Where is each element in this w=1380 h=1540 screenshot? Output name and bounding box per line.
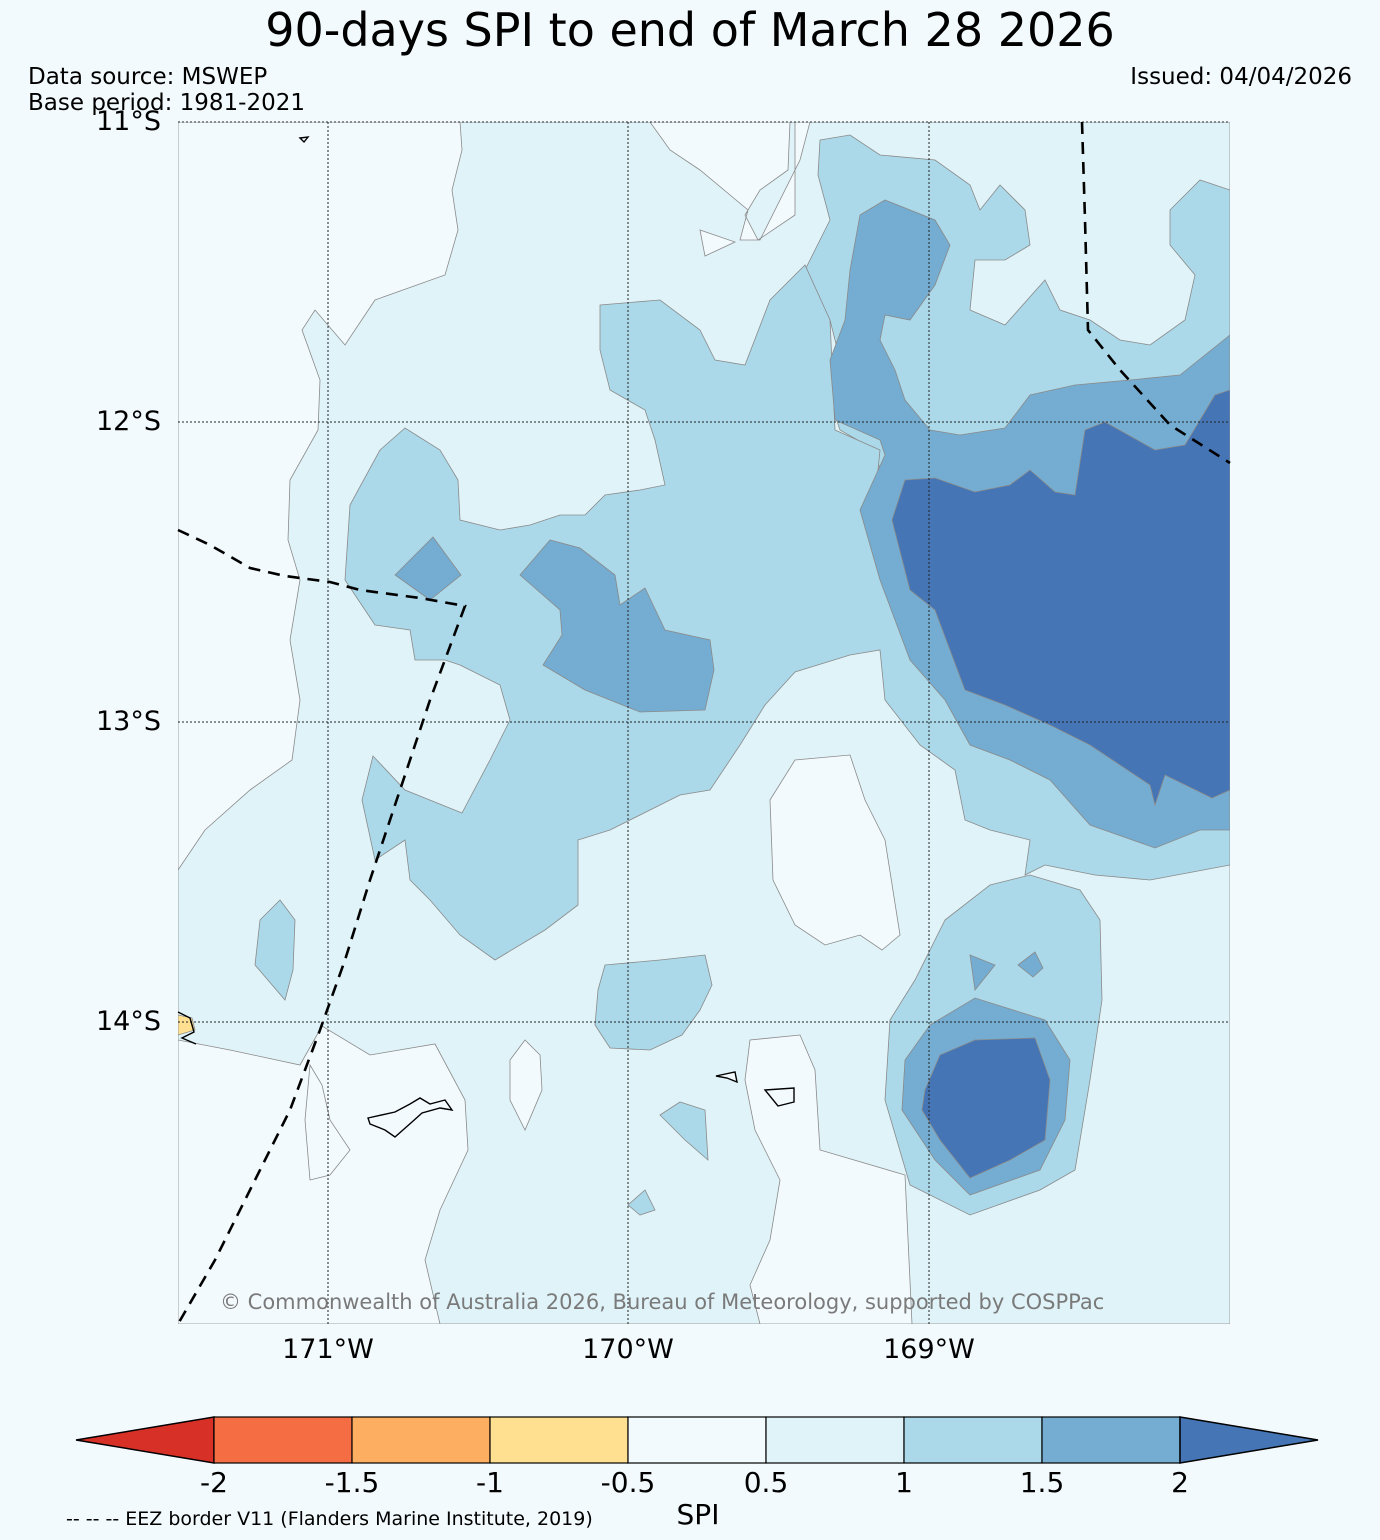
lon-label-171w: 171°W [282, 1334, 374, 1365]
colorbar-swatch [1041, 1416, 1181, 1464]
gridlines [178, 121, 1230, 1324]
island-tiny [298, 136, 310, 144]
copyright-notice: © Commonwealth of Australia 2026, Bureau… [220, 1290, 1105, 1314]
spi-zone-1-1p5 [659, 1101, 709, 1161]
colorbar-tick: 2 [1171, 1466, 1189, 1499]
lat-label-11s: 11°S [96, 106, 161, 137]
island-tutuila [367, 1097, 454, 1138]
spi-zone-1-1p5 [594, 954, 713, 1051]
colorbar-max-extension [1179, 1416, 1319, 1464]
island-tau [763, 1087, 795, 1107]
island-west-edge [177, 1011, 197, 1045]
lat-label-12s: 12°S [96, 406, 161, 437]
data-source-label: Data source: MSWEP [28, 64, 268, 90]
colorbar-min-extension [75, 1416, 215, 1464]
base-period-label: Base period: 1981-2021 [28, 90, 306, 116]
spi-zone-near-normal [509, 1039, 543, 1131]
spi-zone-1p5-2 [1017, 951, 1044, 978]
colorbar-swatch [351, 1416, 491, 1464]
spi-zone-above-2 [921, 1037, 1051, 1179]
colorbar-tick: -1 [476, 1466, 504, 1499]
spi-zone-near-normal [649, 122, 811, 241]
colorbar-tick: -1.5 [324, 1466, 380, 1499]
map-title: 90-days SPI to end of March 28 2026 [265, 3, 1115, 57]
lat-label-14s: 14°S [96, 1006, 161, 1037]
spi-zone-1p5-2 [394, 536, 462, 601]
spi-zone-1-1p5 [627, 1189, 656, 1216]
spi-zone-1p5-2 [519, 539, 715, 713]
colorbar-swatch [489, 1416, 629, 1464]
colorbar-swatch [765, 1416, 905, 1464]
colorbar-tick: 0.5 [743, 1466, 789, 1499]
lat-label-13s: 13°S [96, 706, 161, 737]
colorbar-label: SPI [676, 1498, 720, 1531]
eez-border [176, 121, 1231, 1325]
spi-zone-near-normal [178, 122, 463, 871]
colorbar-swatch [903, 1416, 1043, 1464]
colorbar-tick: -0.5 [600, 1466, 656, 1499]
colorbar-swatch [213, 1416, 353, 1464]
islands [177, 136, 795, 1138]
spi-zone-above-2 [891, 389, 1230, 807]
lon-label-169w: 169°W [883, 1334, 975, 1365]
island-ofu [715, 1071, 738, 1084]
colorbar-swatch [627, 1416, 767, 1464]
eez-legend-note: -- -- -- EEZ border V11 (Flanders Marine… [66, 1508, 593, 1530]
spi-zone-near-normal [744, 1034, 913, 1324]
spi-zone-1p5-2 [969, 954, 996, 991]
issued-date-label: Issued: 04/04/2026 [1130, 64, 1352, 90]
spi-zone-1-1p5 [254, 899, 296, 1001]
colorbar-tick: 1 [895, 1466, 913, 1499]
lon-label-170w: 170°W [582, 1334, 674, 1365]
colorbar-tick: -2 [200, 1466, 228, 1499]
spi-zone-near-normal [699, 229, 737, 257]
colorbar-tick: 1.5 [1019, 1466, 1065, 1499]
spi-zone-near-normal [769, 754, 901, 951]
